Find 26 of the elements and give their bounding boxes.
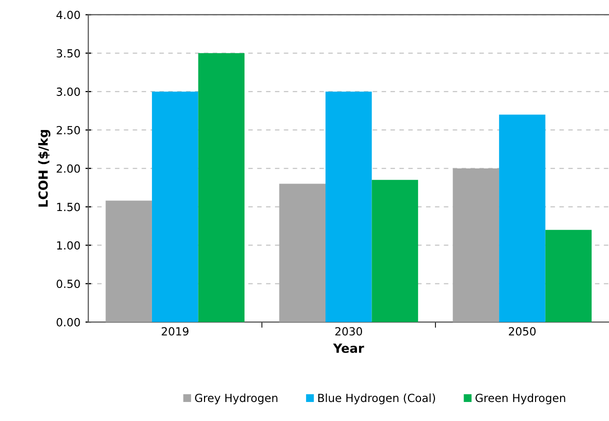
legend-label: Grey Hydrogen	[195, 394, 278, 404]
legend-label: Blue Hydrogen (Coal)	[318, 394, 436, 404]
y-tick-label: 1.00	[57, 241, 80, 250]
bar	[152, 92, 198, 322]
y-tick-label: 3.00	[56, 88, 80, 96]
x-axis-title: Year	[333, 344, 364, 353]
bar	[326, 92, 372, 322]
y-tick-label: 2.00	[56, 164, 80, 173]
bar	[452, 168, 500, 322]
bar	[545, 230, 592, 322]
x-tick-label: 2030	[335, 327, 362, 336]
y-axis-title: LCOH ($/kg	[38, 130, 50, 207]
bar	[372, 180, 418, 322]
y-tick-label: 1.50	[57, 202, 80, 212]
y-tick-label: 4.00	[56, 10, 80, 20]
bar	[198, 53, 245, 322]
y-tick-label: 3.50	[56, 49, 80, 58]
x-tick-label: 2019	[162, 327, 188, 336]
legend-label: Green Hydrogen	[476, 394, 566, 404]
y-tick-label: 2.50	[56, 126, 80, 134]
y-tick-label: 0.00	[56, 318, 80, 326]
bar	[106, 200, 152, 322]
y-tick-label: 0.50	[56, 280, 80, 288]
bar	[499, 114, 546, 322]
bar	[279, 184, 326, 322]
x-tick-label: 2050	[508, 327, 536, 336]
